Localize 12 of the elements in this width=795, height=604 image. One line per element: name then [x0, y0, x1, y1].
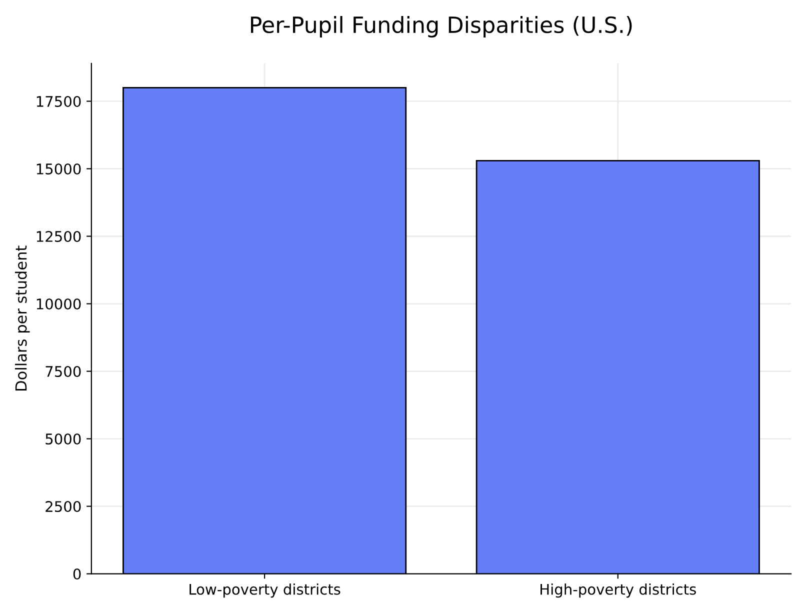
x-tick-label: Low-poverty districts [190, 584, 340, 598]
y-tick-label: 2500 [46, 501, 81, 512]
y-axis-title: Dollars per student [14, 246, 30, 390]
chart-title: Per-Pupil Funding Disparities (U.S.) [251, 16, 632, 38]
y-tick-label: 0 [73, 568, 81, 580]
x-tick-label: High-poverty districts [540, 584, 696, 598]
y-tick-label: 15000 [36, 163, 81, 174]
y-tick-label: 10000 [36, 298, 81, 310]
y-tick-label: 12500 [36, 230, 81, 242]
y-tick-label: 7500 [46, 366, 81, 378]
y-tick-label: 5000 [46, 433, 81, 445]
y-tick-label: 17500 [36, 96, 81, 107]
